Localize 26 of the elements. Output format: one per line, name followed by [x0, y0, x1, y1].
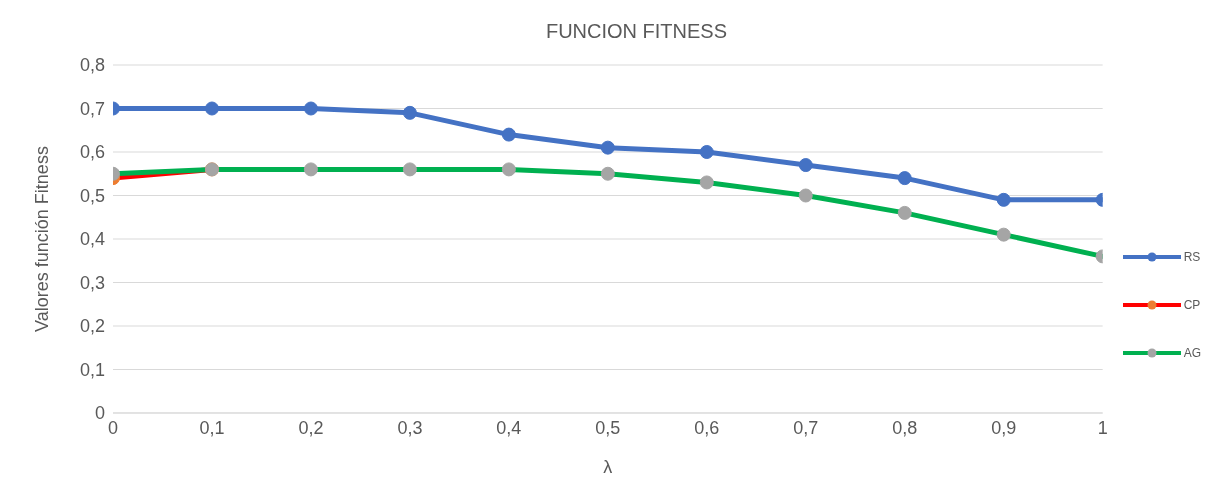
- chart-title: FUNCION FITNESS: [544, 20, 729, 43]
- x-tick-label: 0,7: [793, 417, 819, 438]
- y-axis-title: Valores función Fitness: [32, 146, 53, 332]
- legend-label: RS: [1183, 250, 1201, 264]
- x-tick-label: 0: [107, 417, 119, 438]
- x-tick-label: 0,8: [892, 417, 918, 438]
- y-tick-label: 0,1: [79, 359, 105, 380]
- x-axis-title: λ: [603, 457, 613, 477]
- x-tick-label: 0,3: [397, 417, 423, 438]
- x-tick-label: 0,4: [496, 417, 522, 438]
- y-tick-label: 0,8: [79, 55, 105, 76]
- y-tick-label: 0: [94, 403, 105, 424]
- x-tick-label: 0,5: [595, 417, 621, 438]
- y-tick-label: 0,5: [79, 185, 105, 206]
- y-tick-label: 0,7: [79, 98, 105, 119]
- legend-label: AG: [1183, 346, 1201, 360]
- y-tick-label: 0,4: [79, 229, 105, 250]
- y-tick-label: 0,3: [79, 272, 105, 293]
- y-tick-label: 0,2: [79, 316, 105, 337]
- x-tick-label: 0,9: [991, 417, 1017, 438]
- x-tick-label: 1: [1097, 417, 1108, 438]
- legend-label: CP: [1183, 298, 1201, 312]
- x-tick-label: 0,2: [298, 417, 324, 438]
- x-tick-label: 0,1: [199, 417, 225, 438]
- x-tick-label: 0,6: [694, 417, 720, 438]
- y-tick-label: 0,6: [79, 142, 105, 163]
